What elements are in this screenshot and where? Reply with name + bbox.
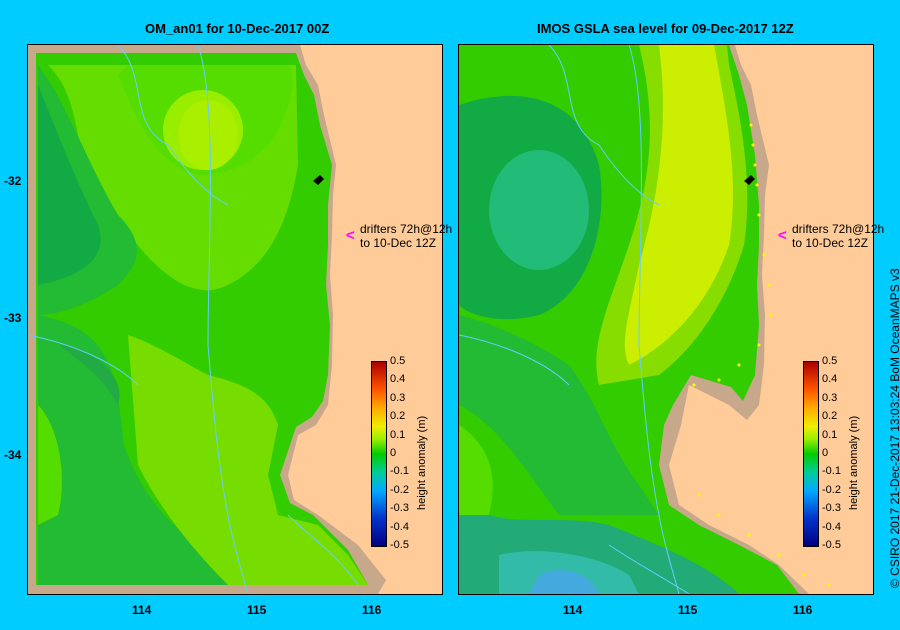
colorbar-tick: 0.4 xyxy=(822,373,838,385)
colorbar-tick: -0.4 xyxy=(390,521,409,533)
colorbar-tick: 0.3 xyxy=(390,392,406,404)
colorbar-tick: 0.5 xyxy=(822,355,838,367)
colorbar-tick: -0.1 xyxy=(390,465,409,477)
credit-text: © CSIRO 2017 21-Dec-2017 13:03:24 BoM Oc… xyxy=(888,268,900,588)
drifter-annotation: drifters 72h@12h to 10-Dec 12Z xyxy=(360,222,452,250)
colorbar-tick: 0 xyxy=(390,447,397,459)
annotation-line: to 10-Dec 12Z xyxy=(360,236,437,250)
colorbar-tick: 0.2 xyxy=(822,410,838,422)
colorbar-tick: 0.1 xyxy=(822,429,838,441)
x-tick-label: 116 xyxy=(362,603,382,617)
right-map-svg xyxy=(459,45,873,594)
x-tick-label: 114 xyxy=(132,603,152,617)
colorbar-tick: -0.3 xyxy=(822,502,841,514)
left-map-svg xyxy=(28,45,442,594)
drifter-annotation: drifters 72h@12h to 10-Dec 12Z xyxy=(792,222,884,250)
colorbar-tick: -0.2 xyxy=(390,484,409,496)
colorbar-tick: -0.5 xyxy=(822,539,841,551)
colorbar-tick: 0.4 xyxy=(390,373,406,385)
colorbar xyxy=(371,361,387,547)
left-panel-title: OM_an01 for 10-Dec-2017 00Z xyxy=(145,21,330,36)
right-panel-title: IMOS GSLA sea level for 09-Dec-2017 12Z xyxy=(537,21,794,36)
y-tick-label: -33 xyxy=(4,311,22,325)
annotation-line: drifters 72h@12h xyxy=(360,222,453,236)
colorbar-tick: -0.5 xyxy=(390,539,409,551)
colorbar-tick: 0.2 xyxy=(390,410,406,422)
drifter-arrow-icon: < xyxy=(346,227,355,244)
colorbar-tick: 0 xyxy=(822,447,829,459)
annotation-line: to 10-Dec 12Z xyxy=(792,236,869,250)
right-map-panel[interactable] xyxy=(458,44,874,595)
colorbar-tick: 0.3 xyxy=(822,392,838,404)
y-tick-label: -32 xyxy=(4,174,22,188)
x-tick-label: 115 xyxy=(247,603,267,617)
x-tick-label: 116 xyxy=(793,603,813,617)
annotation-line: drifters 72h@12h xyxy=(792,222,885,236)
colorbar-tick: -0.4 xyxy=(822,521,841,533)
colorbar-title: height anomaly (m) xyxy=(416,415,428,510)
y-tick-label: -34 xyxy=(4,448,22,462)
colorbar-tick: -0.1 xyxy=(822,465,841,477)
colorbar-tick: -0.2 xyxy=(822,484,841,496)
colorbar xyxy=(803,361,819,547)
colorbar-title: height anomaly (m) xyxy=(848,415,860,510)
x-tick-label: 115 xyxy=(678,603,698,617)
colorbar-tick: 0.5 xyxy=(390,355,406,367)
colorbar-tick: -0.3 xyxy=(390,502,409,514)
x-tick-label: 114 xyxy=(563,603,583,617)
colorbar-tick: 0.1 xyxy=(390,429,406,441)
left-map-panel[interactable] xyxy=(27,44,443,595)
drifter-arrow-icon: < xyxy=(778,227,787,244)
